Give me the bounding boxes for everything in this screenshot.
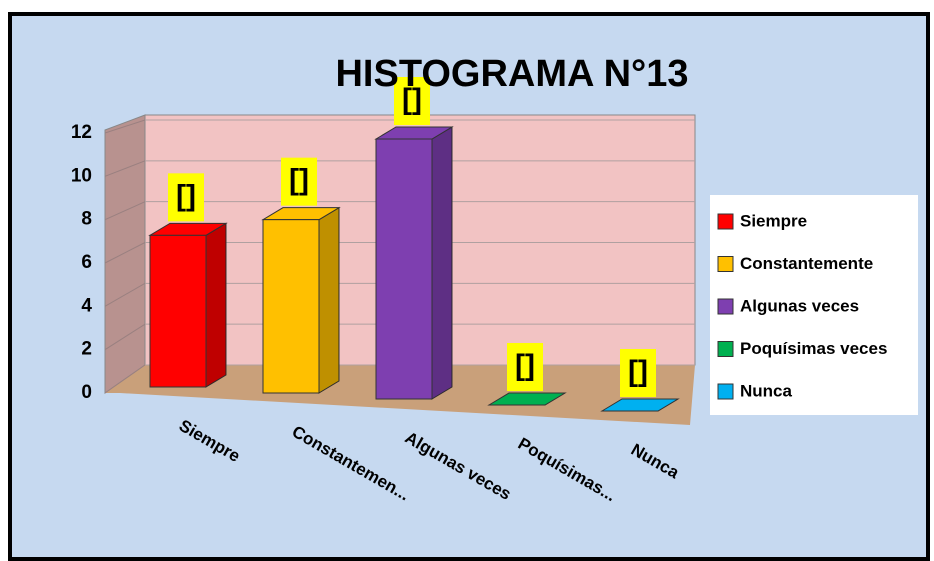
data-label: [] xyxy=(628,355,648,388)
y-tick-label: 10 xyxy=(71,165,92,186)
legend: Siempre Constantemente Algunas veces Poquís… xyxy=(717,211,887,400)
bar xyxy=(262,219,320,394)
legend-swatch xyxy=(717,298,734,315)
legend-swatch xyxy=(717,341,734,357)
chart-title: HISTOGRAMA N°13 xyxy=(335,53,688,95)
side-wall xyxy=(104,114,146,394)
bar xyxy=(149,234,207,388)
side-grid-line xyxy=(104,242,146,264)
data-label-box xyxy=(620,349,656,397)
data-label-box xyxy=(168,173,204,222)
side-grid-line xyxy=(104,119,146,134)
bar-side-shade xyxy=(319,207,339,393)
data-label-box xyxy=(507,343,543,391)
y-tick-label: 4 xyxy=(81,295,92,316)
data-label-box xyxy=(281,157,317,206)
legend-label: Algunas veces xyxy=(740,296,859,315)
legend-label: Constantemente xyxy=(740,254,873,273)
data-label: [] xyxy=(402,83,422,116)
y-tick-label: 2 xyxy=(81,339,92,360)
y-tick-label: 12 xyxy=(71,122,92,143)
legend-label: Nunca xyxy=(740,381,793,400)
side-grid-line xyxy=(104,282,146,307)
data-label: [] xyxy=(176,179,196,212)
bar-side-shade xyxy=(432,127,452,399)
side-grid-line xyxy=(104,201,146,221)
y-tick-label: 0 xyxy=(81,382,92,403)
bar xyxy=(375,138,433,400)
y-tick-label: 8 xyxy=(81,209,92,230)
data-label: [] xyxy=(289,164,309,197)
bar-side-shade xyxy=(206,223,226,387)
side-grid-line xyxy=(104,160,146,177)
side-grid-line xyxy=(104,364,146,394)
data-label: [] xyxy=(515,349,535,382)
legend-swatch xyxy=(717,383,734,400)
bars: [] [] [] [] [] xyxy=(148,77,680,412)
y-tick-label: 6 xyxy=(81,252,92,273)
legend-box xyxy=(710,195,918,415)
legend-swatch xyxy=(717,213,734,230)
legend-label: Poquísimas veces xyxy=(740,339,887,358)
side-grid-line xyxy=(104,323,146,351)
legend-label: Siempre xyxy=(740,211,807,230)
legend-swatch xyxy=(717,256,734,272)
data-label-box xyxy=(394,77,430,125)
